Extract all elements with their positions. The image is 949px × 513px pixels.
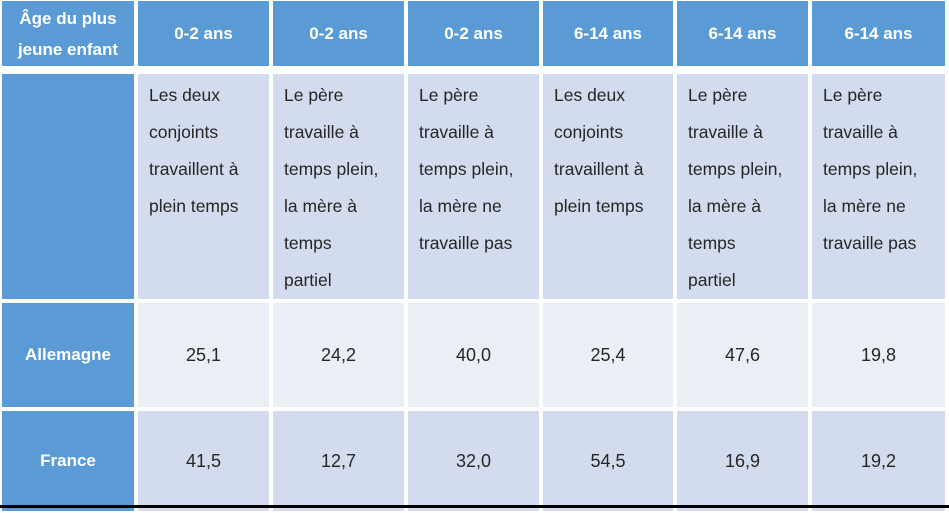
header-row: Âge du plus jeune enfant 0-2 ans 0-2 ans… [2, 1, 945, 74]
value-cell: 24,2 [273, 303, 408, 411]
age-group-header-cell: 6-14 ans [812, 1, 945, 74]
value-cell: 19,2 [812, 411, 945, 511]
value-cell: 19,8 [812, 303, 945, 411]
value-cell: 41,5 [138, 411, 273, 511]
age-group-header-cell: 0-2 ans [408, 1, 543, 74]
situation-cell: Le père travaille à temps plein, la mère… [677, 74, 812, 303]
age-group-header-cell: 0-2 ans [273, 1, 408, 74]
situation-cell: Les deux conjoints travaillent à plein t… [138, 74, 273, 303]
country-label-cell: France [2, 411, 138, 511]
country-label-cell: Allemagne [2, 303, 138, 411]
data-row-france: France 41,5 12,7 32,0 54,5 16,9 19,2 [2, 411, 945, 511]
value-cell: 25,1 [138, 303, 273, 411]
situation-row: Les deux conjoints travaillent à plein t… [2, 74, 945, 303]
value-cell: 25,4 [543, 303, 677, 411]
data-row-allemagne: Allemagne 25,1 24,2 40,0 25,4 47,6 19,8 [2, 303, 945, 411]
age-group-header-cell: 0-2 ans [138, 1, 273, 74]
situation-cell: Les deux conjoints travaillent à plein t… [543, 74, 677, 303]
value-cell: 16,9 [677, 411, 812, 511]
age-group-header-cell: 6-14 ans [677, 1, 812, 74]
value-cell: 40,0 [408, 303, 543, 411]
value-cell: 12,7 [273, 411, 408, 511]
age-group-header-cell: 6-14 ans [543, 1, 677, 74]
situation-cell: Le père travaille à temps plein, la mère… [408, 74, 543, 303]
value-cell: 54,5 [543, 411, 677, 511]
situation-cell: Le père travaille à temps plein, la mère… [273, 74, 408, 303]
value-cell: 47,6 [677, 303, 812, 411]
value-cell: 32,0 [408, 411, 543, 511]
table-bottom-border [0, 505, 949, 508]
situation-cell: Le père travaille à temps plein, la mère… [812, 74, 945, 303]
corner-header-cell: Âge du plus jeune enfant [2, 1, 138, 74]
spacer-cell [2, 74, 138, 303]
